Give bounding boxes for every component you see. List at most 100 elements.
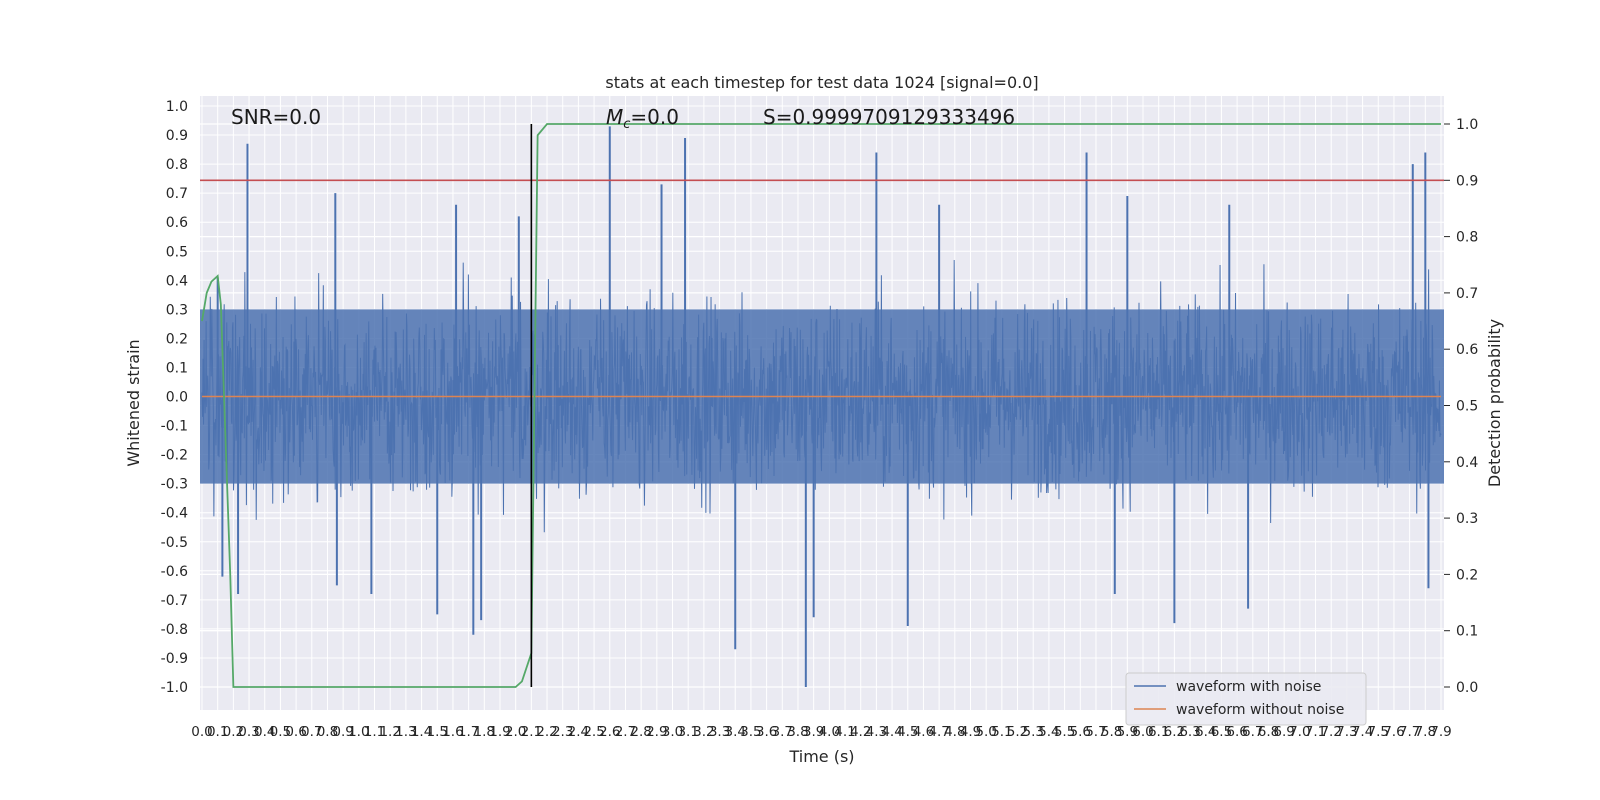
- x-tick-label: 0.3: [238, 724, 259, 740]
- y-tick-label-left: -0.5: [161, 535, 188, 551]
- x-tick-label: 1.6: [442, 724, 463, 740]
- y-tick-label-left: -0.9: [161, 651, 188, 667]
- x-tick-label: 3.3: [709, 724, 730, 740]
- x-tick-label: 5.7: [1085, 724, 1106, 740]
- x-tick-label: 5.1: [991, 724, 1012, 740]
- x-tick-label: 5.3: [1022, 724, 1043, 740]
- y-tick-label-left: 0.0: [166, 390, 188, 406]
- annotation-mc-value: =0.0: [630, 105, 679, 129]
- x-tick-label: 5.9: [1117, 724, 1138, 740]
- annotation-mc-symbol: M: [606, 105, 623, 129]
- x-tick-label: 4.6: [913, 724, 934, 740]
- y-tick-label-left: 1.0: [166, 99, 188, 115]
- x-tick-label: 4.4: [881, 724, 902, 740]
- y-tick-label-right: 0.3: [1456, 511, 1478, 527]
- x-tick-label: 0.1: [207, 724, 228, 740]
- x-tick-label: 0.6: [285, 724, 306, 740]
- annotation-mc-sub: c: [623, 117, 630, 132]
- x-tick-label: 7.0: [1289, 724, 1310, 740]
- y-tick-label-right: 0.2: [1456, 567, 1478, 583]
- x-tick-label: 7.3: [1336, 724, 1357, 740]
- x-tick-label: 6.9: [1273, 724, 1294, 740]
- x-tick-label: 7.5: [1368, 724, 1389, 740]
- x-tick-label: 5.5: [1054, 724, 1075, 740]
- y-tick-label-right: 0.8: [1456, 230, 1478, 246]
- y-tick-label-right: 0.7: [1456, 286, 1478, 302]
- x-tick-label: 2.9: [646, 724, 667, 740]
- x-tick-label: 4.5: [897, 724, 918, 740]
- x-tick-label: 2.7: [615, 724, 636, 740]
- x-tick-label: 1.4: [411, 724, 432, 740]
- x-tick-label: 6.0: [1132, 724, 1153, 740]
- y-tick-label-left: -0.7: [161, 593, 188, 609]
- y-axis-label-right: Detection probability: [1485, 319, 1504, 487]
- x-tick-label: 7.6: [1383, 724, 1404, 740]
- y-tick-label-left: 0.9: [166, 128, 188, 144]
- x-tick-label: 7.2: [1320, 724, 1341, 740]
- x-tick-label: 1.7: [458, 724, 479, 740]
- x-tick-label: 6.6: [1226, 724, 1247, 740]
- x-tick-label: 3.4: [724, 724, 745, 740]
- x-tick-label: 1.0: [348, 724, 369, 740]
- x-tick-label: 2.6: [599, 724, 620, 740]
- x-tick-label: 2.2: [536, 724, 557, 740]
- y-tick-label-right: 0.9: [1456, 173, 1478, 189]
- y-tick-label-left: -0.6: [161, 564, 188, 580]
- x-tick-label: 6.3: [1179, 724, 1200, 740]
- x-tick-label: 4.3: [866, 724, 887, 740]
- x-tick-label: 2.5: [583, 724, 604, 740]
- y-tick-label-left: -0.4: [161, 506, 188, 522]
- x-tick-label: 0.5: [270, 724, 291, 740]
- x-tick-label: 5.6: [1070, 724, 1091, 740]
- legend-label-noise: waveform with noise: [1176, 679, 1321, 695]
- x-tick-label: 6.7: [1242, 724, 1263, 740]
- legend-label-clean: waveform without noise: [1176, 702, 1344, 718]
- y-tick-label-right: 0.6: [1456, 342, 1478, 358]
- x-tick-label: 6.8: [1258, 724, 1279, 740]
- x-tick-label: 3.9: [803, 724, 824, 740]
- y-tick-label-right: 0.1: [1456, 624, 1478, 640]
- x-tick-label: 6.2: [1164, 724, 1185, 740]
- x-tick-label: 2.1: [521, 724, 542, 740]
- y-tick-label-left: -0.3: [161, 477, 188, 493]
- series-detection-probability: [201, 123, 1441, 688]
- x-tick-label: 1.1: [364, 724, 385, 740]
- x-tick-label: 7.4: [1352, 724, 1373, 740]
- x-tick-label: 4.1: [834, 724, 855, 740]
- probability-path: [201, 123, 1441, 688]
- x-tick-label: 2.4: [568, 724, 589, 740]
- x-tick-label: 3.1: [677, 724, 698, 740]
- x-axis-label: Time (s): [788, 747, 854, 766]
- x-tick-label: 1.9: [489, 724, 510, 740]
- y-tick-label-left: 0.5: [166, 244, 188, 260]
- x-tick-label: 1.3: [395, 724, 416, 740]
- x-tick-label: 6.4: [1195, 724, 1216, 740]
- x-tick-label: 3.5: [740, 724, 761, 740]
- annotation-mc: Mc=0.0: [606, 105, 679, 132]
- y-tick-label-right: 0.0: [1456, 680, 1478, 696]
- y-tick-label-right: 1.0: [1456, 117, 1478, 133]
- y-tick-label-left: -0.8: [161, 622, 188, 638]
- x-tick-label: 7.7: [1399, 724, 1420, 740]
- annotation-s: S=0.9999709129333496: [763, 105, 1015, 129]
- x-tick-label: 4.7: [928, 724, 949, 740]
- x-tick-label: 5.8: [1101, 724, 1122, 740]
- x-tick-label: 6.1: [1148, 724, 1169, 740]
- x-tick-label: 1.5: [427, 724, 448, 740]
- annotation-snr: SNR=0.0: [231, 105, 321, 129]
- y-tick-label-right: 0.4: [1456, 455, 1478, 471]
- x-tick-label: 0.8: [317, 724, 338, 740]
- x-tick-label: 3.7: [772, 724, 793, 740]
- y-tick-label-left: 0.8: [166, 157, 188, 173]
- y-axis-label-left: Whitened strain: [124, 339, 143, 466]
- y-tick-label-left: -1.0: [161, 680, 188, 696]
- legend-box: [1125, 672, 1367, 726]
- x-tick-label: 4.2: [850, 724, 871, 740]
- x-ticks: 0.00.10.20.30.40.50.60.70.80.91.01.11.21…: [191, 724, 1451, 740]
- x-tick-label: 3.0: [662, 724, 683, 740]
- y-ticks-left: 1.0 0.9 0.8 0.7 0.6 0.5 0.4 0.3 0.2 0.1 0.0 -0.1 -0.…: [161, 99, 188, 696]
- chart-title: stats at each timestep for test data 102…: [605, 73, 1038, 92]
- x-tick-label: 6.5: [1211, 724, 1232, 740]
- x-tick-label: 0.2: [223, 724, 244, 740]
